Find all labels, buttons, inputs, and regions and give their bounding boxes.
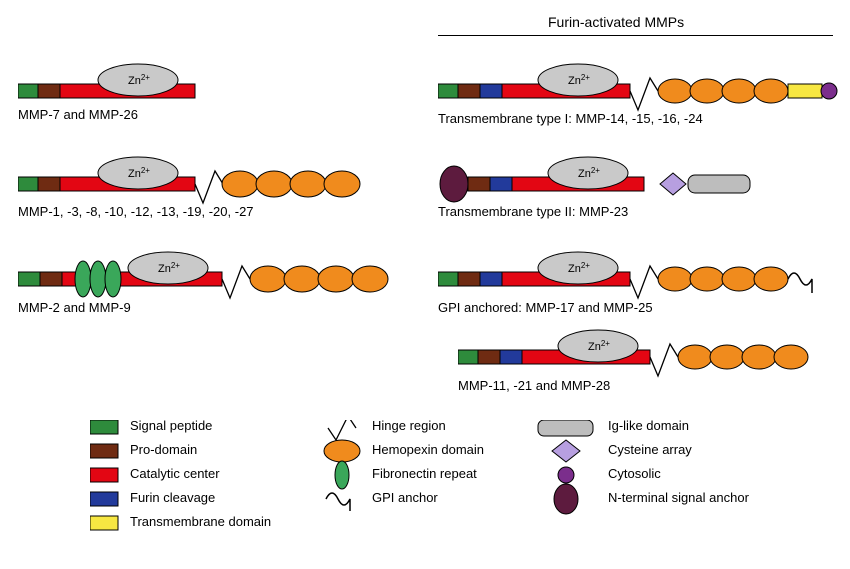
legend-fibronectin: Fibronectin repeat <box>372 466 477 481</box>
legend-hinge: Hinge region <box>372 418 446 433</box>
legend-nterm: N-terminal signal anchor <box>608 490 749 505</box>
caption-s4: Transmembrane type I: MMP-14, -15, -16, … <box>438 111 703 126</box>
legend-ig-like: Ig-like domain <box>608 418 689 433</box>
legend-pro-domain: Pro-domain <box>130 442 197 457</box>
structure-s3: Zn2+ <box>18 250 408 305</box>
legend-transmembrane: Transmembrane domain <box>130 514 271 529</box>
legend-signal-peptide: Signal peptide <box>130 418 212 433</box>
legend-furin: Furin cleavage <box>130 490 215 505</box>
caption-s5: Transmembrane type II: MMP-23 <box>438 204 628 219</box>
caption-s2: MMP-1, -3, -8, -10, -12, -13, -19, -20, … <box>18 204 254 219</box>
structure-s2: Zn2+ <box>18 155 378 210</box>
structure-s1: Zn2+ <box>18 62 268 112</box>
heading-rule <box>438 35 833 36</box>
section-heading: Furin-activated MMPs <box>548 14 684 30</box>
structure-s6: Zn2+ <box>438 250 838 305</box>
legend-hemopexin: Hemopexin domain <box>372 442 484 457</box>
structure-s4: Zn2+ <box>438 62 838 117</box>
caption-s1: MMP-7 and MMP-26 <box>18 107 138 122</box>
structure-s5: Zn2+ <box>438 155 808 210</box>
structure-s7: Zn2+ <box>458 328 838 383</box>
caption-s3: MMP-2 and MMP-9 <box>18 300 131 315</box>
diagram-stage: Furin-activated MMPs Zn2+ MMP-7 and MMP-… <box>0 0 850 569</box>
legend-cytosolic: Cytosolic <box>608 466 661 481</box>
caption-s7: MMP-11, -21 and MMP-28 <box>458 378 610 393</box>
legend-catalytic: Catalytic center <box>130 466 220 481</box>
caption-s6: GPI anchored: MMP-17 and MMP-25 <box>438 300 653 315</box>
legend-gpi: GPI anchor <box>372 490 438 505</box>
legend-cysteine: Cysteine array <box>608 442 692 457</box>
